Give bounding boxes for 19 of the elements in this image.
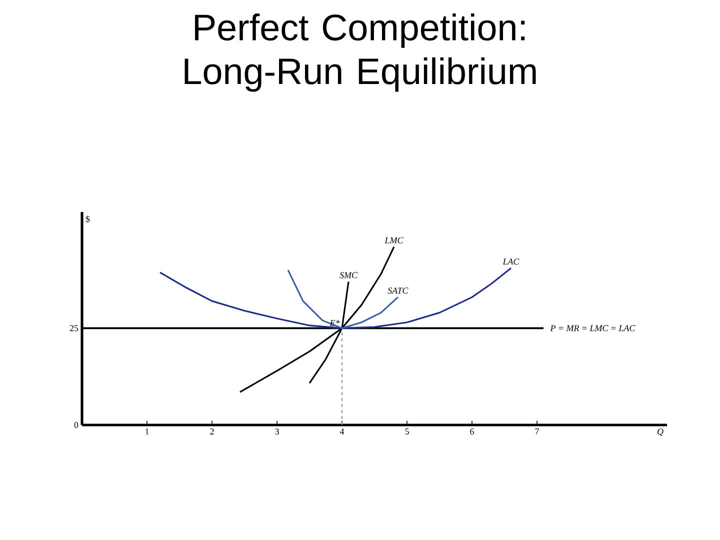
chart-title: Perfect Competition: Long-Run Equilibrium xyxy=(184,14,536,92)
series-label: SATC xyxy=(388,288,408,294)
series-label: LAC xyxy=(502,258,520,265)
y-axis-title: $ xyxy=(86,216,90,223)
x-tick-label: 3 xyxy=(275,428,279,435)
x-tick-label: 5 xyxy=(405,428,409,434)
x-tick-label: 2 xyxy=(210,428,214,434)
series-label: LMC xyxy=(384,237,404,244)
x-tick-label: 4 xyxy=(340,428,344,434)
x-tick-label: 6 xyxy=(470,428,474,435)
x-tick-label: 7 xyxy=(535,428,539,434)
y-tick-label: 0 xyxy=(74,422,78,428)
x-axis-title: Q xyxy=(658,428,664,436)
annotation: E* xyxy=(330,320,340,326)
ref-line-label: P = MR = LMC = LAC xyxy=(550,325,636,332)
x-tick-label: 1 xyxy=(146,428,149,434)
y-tick-label: 25 xyxy=(70,325,78,332)
series-label: SMC xyxy=(340,272,358,278)
line-series xyxy=(159,267,512,329)
